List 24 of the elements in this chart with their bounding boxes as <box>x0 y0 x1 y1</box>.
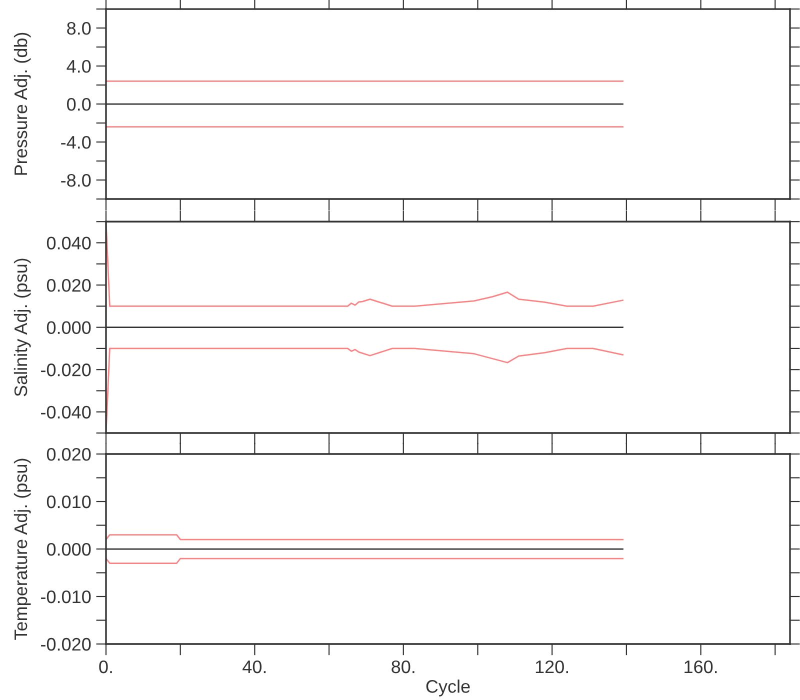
y-tick-label: -0.040 <box>41 406 91 419</box>
y-tick-label: -8.0 <box>61 174 91 187</box>
y-tick-label: 0.020 <box>46 448 91 461</box>
y-tick-label: 8.0 <box>67 22 91 35</box>
x-tick-label: 160. <box>684 660 717 674</box>
y-axis-title: Temperature Adj. (psu) <box>14 458 31 640</box>
x-tick-label: 80. <box>392 660 414 674</box>
y-tick-label: 0.020 <box>46 278 91 292</box>
x-tick-label: 120. <box>536 660 568 674</box>
y-axis-title: Salinity Adj. (psu) <box>14 258 31 396</box>
y-tick-label: -0.010 <box>41 590 91 604</box>
y-tick-label: 0.000 <box>46 321 91 334</box>
x-tick-label: 0. <box>99 660 112 674</box>
y-tick-label: 0.0 <box>67 98 91 111</box>
y-axis-title: Pressure Adj. (db) <box>14 32 31 175</box>
y-tick-label: -0.020 <box>41 638 91 651</box>
y-tick-label: 4.0 <box>66 60 91 73</box>
y-tick-label: -0.020 <box>41 364 91 376</box>
x-axis-title: Cycle <box>426 680 470 696</box>
y-tick-label: 0.000 <box>46 542 91 556</box>
y-tick-label: -4.0 <box>61 136 91 149</box>
x-tick-label: 40. <box>242 660 266 674</box>
y-tick-label: 0.040 <box>46 236 91 250</box>
y-tick-label: 0.010 <box>46 495 91 508</box>
